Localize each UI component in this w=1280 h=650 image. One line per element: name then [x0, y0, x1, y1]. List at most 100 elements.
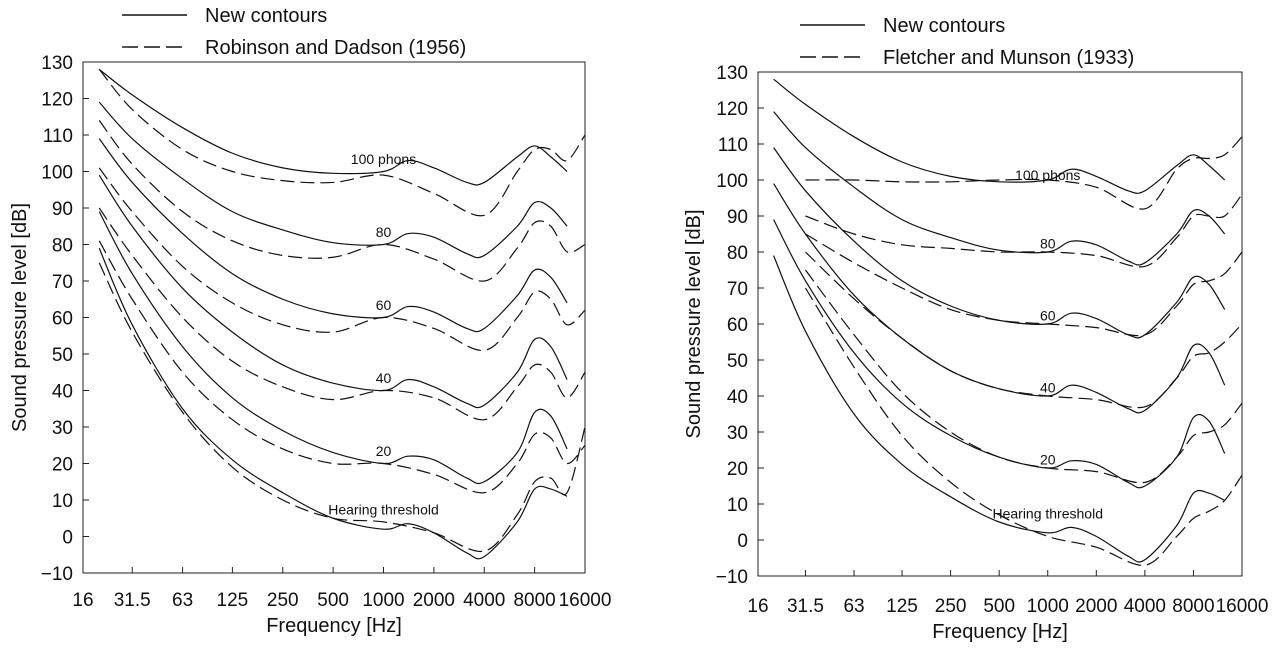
y-tick-label: 20 — [52, 455, 73, 476]
curve-label: 60 — [376, 297, 392, 313]
x-tick-label: 63 — [172, 590, 193, 611]
dashed-curve-7 — [98, 120, 585, 282]
solid-curve-3 — [773, 183, 1226, 414]
dashed-curve-9 — [805, 251, 1242, 409]
curve-label: 100 phons — [351, 151, 416, 167]
dashed-curve-9 — [98, 207, 585, 421]
x-tick-label: 8000 — [1172, 596, 1214, 617]
y-tick-label: 20 — [727, 459, 748, 480]
y-tick-label: 50 — [727, 351, 748, 372]
y-tick-label: 0 — [62, 528, 73, 549]
y-tick-label: 100 — [716, 171, 748, 192]
x-tick-label: 500 — [983, 596, 1015, 617]
y-tick-label: 120 — [41, 90, 73, 111]
y-tick-label: 130 — [716, 63, 748, 84]
x-tick-label: 250 — [267, 590, 299, 611]
y-tick-label: 60 — [52, 309, 73, 330]
curve-label: 20 — [1040, 451, 1056, 467]
y-tick-label: 90 — [727, 207, 748, 228]
solid-curve-1 — [98, 101, 568, 259]
legend-label: New contours — [883, 15, 1005, 37]
x-tick-label: 1000 — [362, 590, 404, 611]
x-tick-label: 4000 — [1124, 596, 1166, 617]
y-tick-label: −10 — [716, 567, 748, 588]
x-tick-label: 2000 — [1075, 596, 1117, 617]
y-tick-label: −10 — [41, 564, 73, 585]
x-tick-label: 16 — [72, 590, 93, 611]
y-tick-label: 80 — [52, 236, 73, 257]
y-tick-label: 80 — [727, 243, 748, 264]
x-tick-label: 31.5 — [114, 590, 151, 611]
x-tick-label: 63 — [843, 596, 864, 617]
solid-curve-2 — [773, 147, 1226, 339]
legend-label: Fletcher and Munson (1933) — [883, 47, 1134, 69]
solid-curve-2 — [98, 138, 568, 333]
curve-label: 80 — [1040, 235, 1056, 251]
plot-frame — [757, 71, 1243, 577]
solid-curve-0 — [773, 78, 1226, 194]
dashed-curve-7 — [805, 194, 1242, 268]
x-tick-label: 125 — [886, 596, 918, 617]
left-chart: 16 31.5 63 125 250 500 1000 2000 4000 8000 1600013… — [9, 5, 611, 637]
y-tick-label: 60 — [727, 315, 748, 336]
y-axis-title: Sound pressure level [dB] — [9, 203, 31, 432]
x-tick-label: 16 — [747, 596, 768, 617]
solid-curve-4 — [773, 219, 1226, 489]
y-tick-label: 90 — [52, 199, 73, 220]
y-tick-label: 50 — [52, 345, 73, 366]
y-tick-label: 0 — [737, 531, 748, 552]
x-axis-title: Frequency [Hz] — [932, 621, 1068, 643]
dashed-curve-11 — [98, 262, 585, 552]
x-tick-label: 31.5 — [787, 596, 824, 617]
y-tick-label: 110 — [43, 126, 73, 147]
dashed-curve-6 — [98, 68, 585, 217]
dashed-curve-10 — [98, 240, 585, 494]
curve-label: Hearing threshold — [992, 505, 1103, 521]
solid-curve-3 — [98, 174, 568, 409]
curve-label: 20 — [376, 443, 392, 459]
dashed-curve-11 — [804, 287, 1242, 566]
x-tick-label: 2000 — [413, 590, 455, 611]
solid-curve-5 — [98, 247, 568, 560]
y-tick-label: 110 — [718, 135, 748, 156]
legend-label: Robinson and Dadson (1956) — [205, 37, 466, 59]
curve-label: 60 — [1040, 307, 1056, 323]
curve-label: 100 phons — [1015, 167, 1080, 183]
x-tick-label: 125 — [217, 590, 249, 611]
curve-label: 40 — [1040, 379, 1056, 395]
x-tick-label: 1000 — [1027, 596, 1069, 617]
x-tick-label: 500 — [317, 590, 349, 611]
y-tick-label: 10 — [52, 491, 73, 512]
dashed-curve-6 — [805, 136, 1242, 210]
y-tick-label: 70 — [52, 272, 73, 293]
y-tick-label: 40 — [727, 387, 748, 408]
plot-frame — [82, 61, 586, 574]
solid-curve-0 — [98, 68, 568, 186]
y-tick-label: 30 — [52, 418, 73, 439]
solid-curve-4 — [98, 211, 568, 485]
dashed-curve-8 — [805, 233, 1242, 337]
y-tick-label: 10 — [727, 495, 748, 516]
x-tick-label: 16000 — [1216, 596, 1269, 617]
right-chart: 16 31.5 63 125 250 500 1000 2000 4000 8000 1600013… — [683, 15, 1268, 643]
y-tick-label: 120 — [716, 99, 748, 120]
curve-label: Hearing threshold — [328, 502, 439, 518]
y-tick-label: 30 — [727, 423, 748, 444]
x-tick-label: 250 — [935, 596, 967, 617]
dashed-curve-8 — [98, 167, 585, 351]
x-tick-label: 8000 — [513, 590, 555, 611]
curve-label: 80 — [376, 224, 392, 240]
y-tick-label: 130 — [41, 53, 73, 74]
curve-label: 40 — [376, 370, 392, 386]
y-tick-label: 100 — [41, 163, 73, 184]
y-axis-title: Sound pressure level [dB] — [683, 209, 705, 438]
solid-curve-1 — [773, 111, 1226, 266]
solid-curve-5 — [773, 255, 1225, 563]
dashed-curve-10 — [804, 269, 1242, 484]
x-axis-title: Frequency [Hz] — [266, 615, 402, 637]
x-tick-label: 16000 — [559, 590, 612, 611]
y-tick-label: 70 — [727, 279, 748, 300]
y-tick-label: 40 — [52, 382, 73, 403]
x-tick-label: 4000 — [463, 590, 505, 611]
